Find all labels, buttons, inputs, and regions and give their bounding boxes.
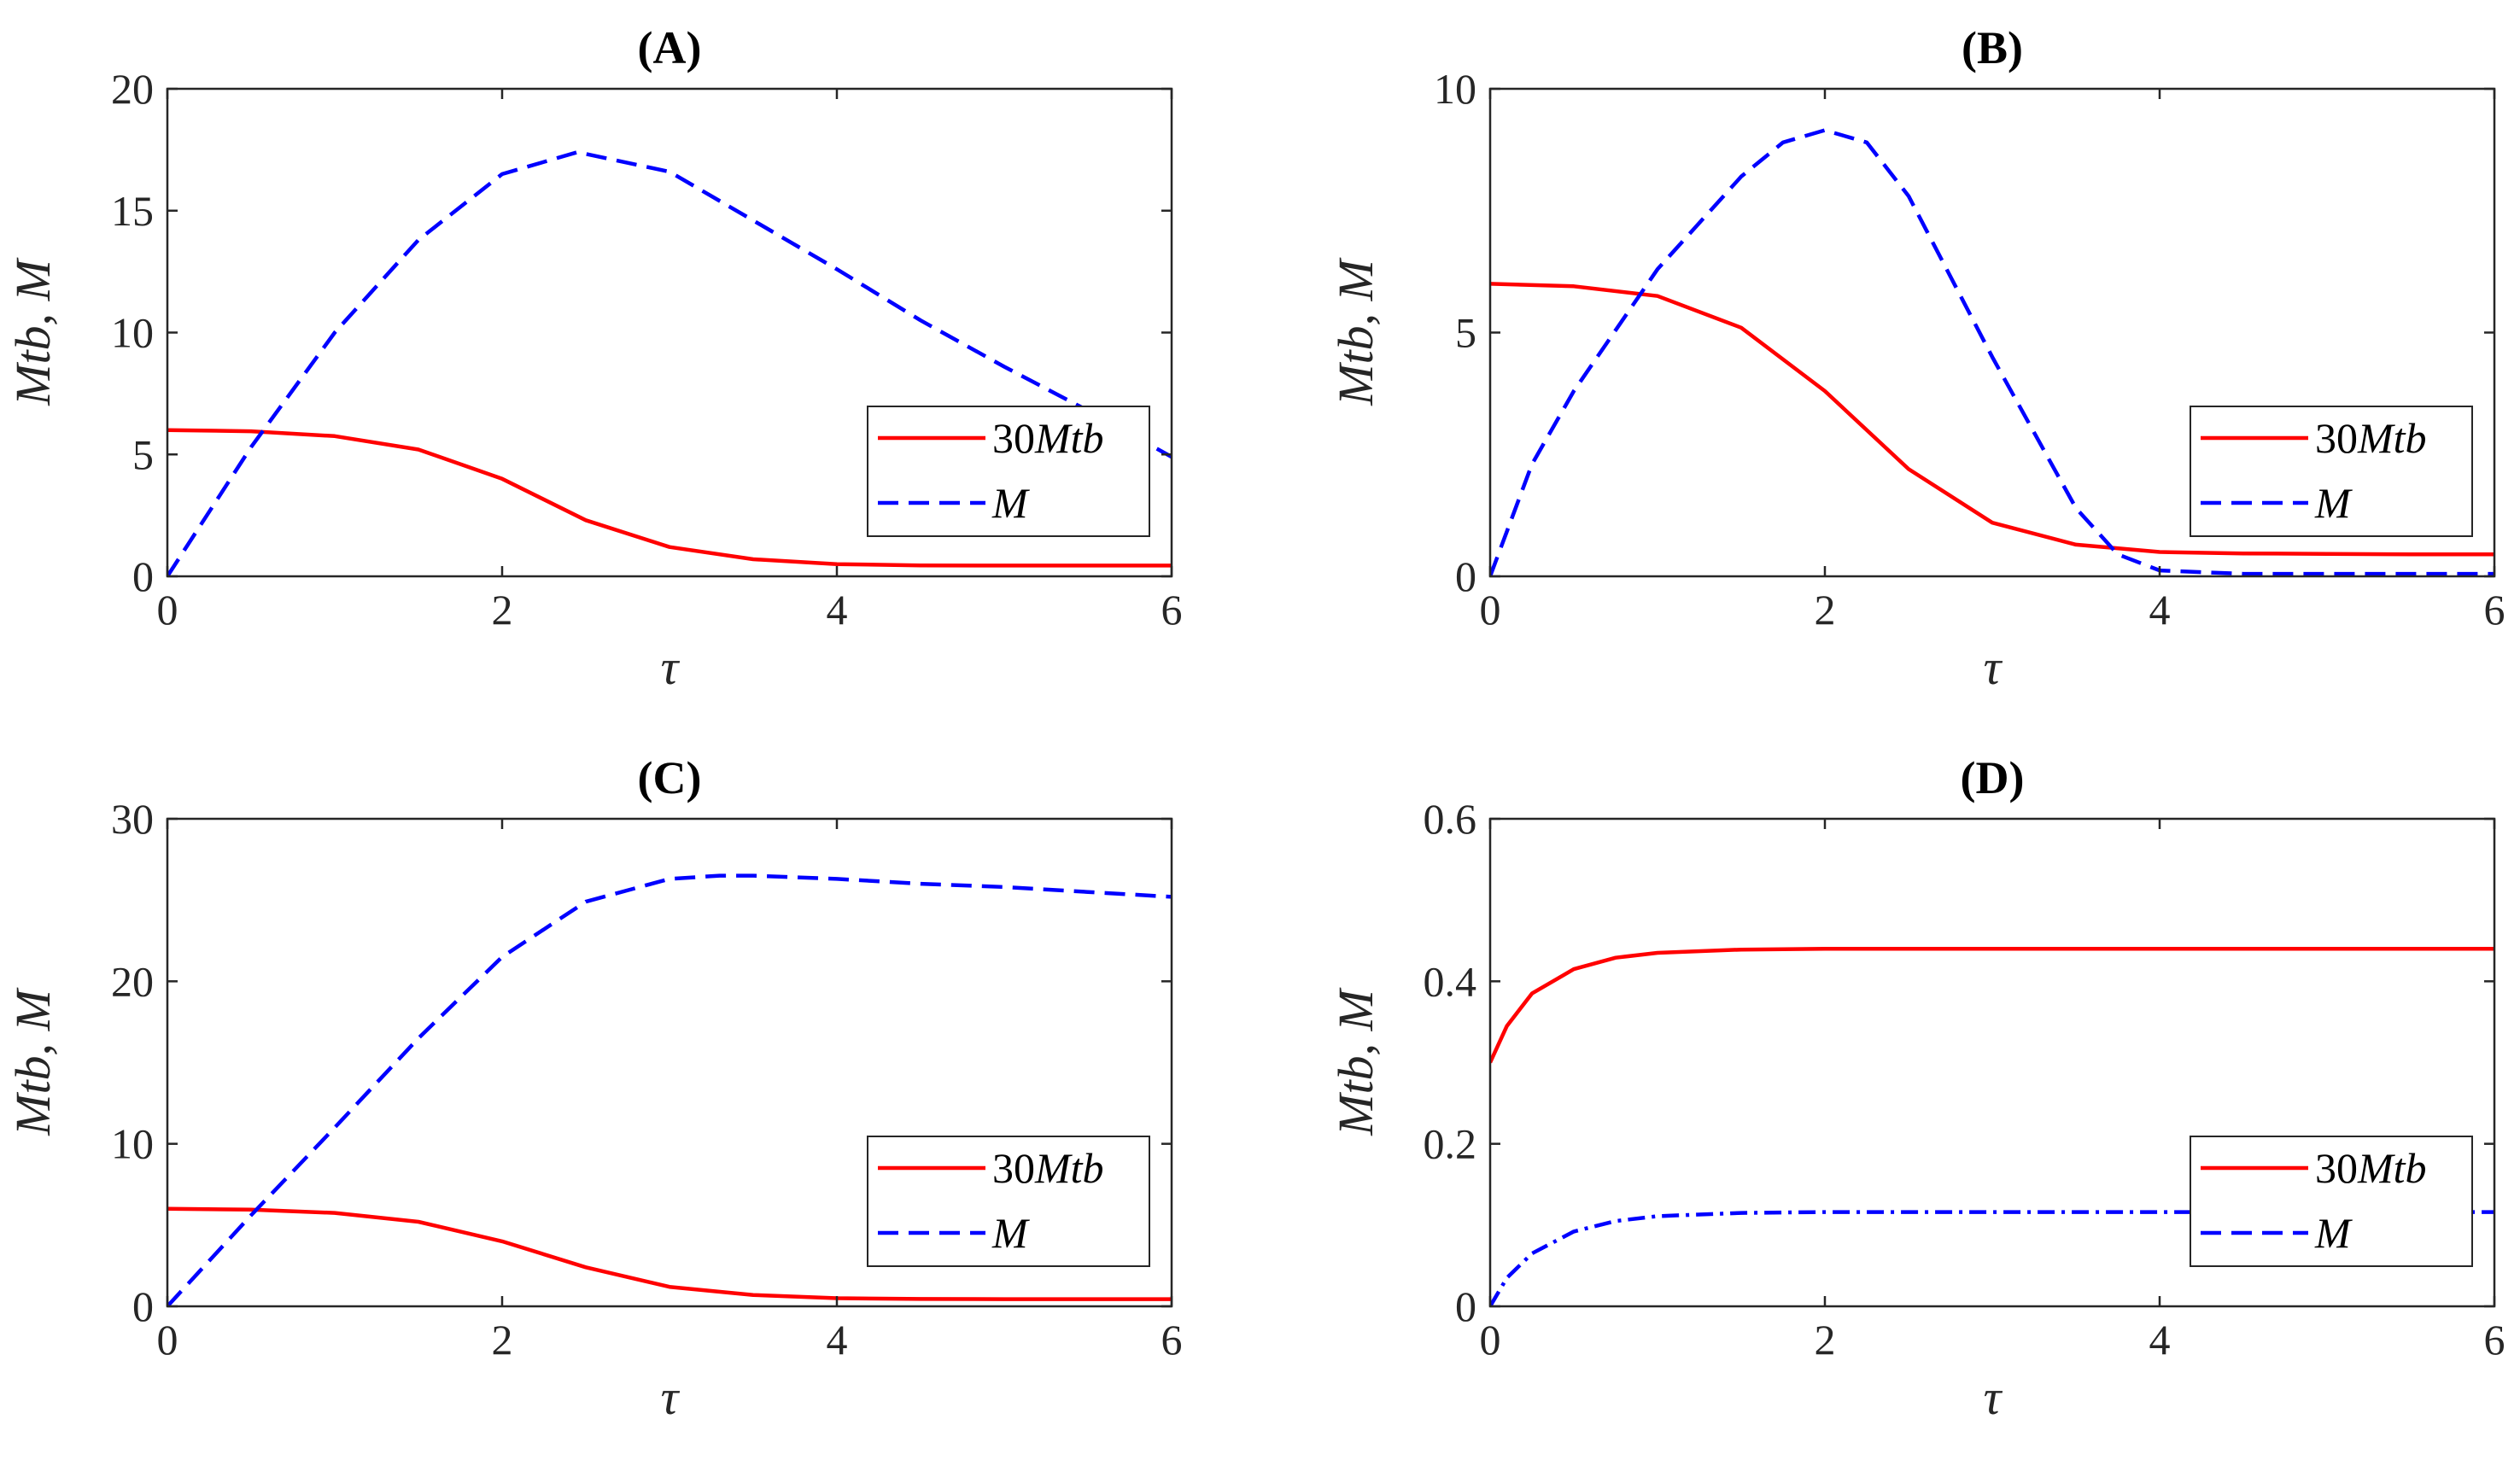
panel-0-ytick-label-0: 0 <box>132 552 154 600</box>
panel-3-series-0-line <box>1490 947 2494 1064</box>
panel-1-series-0-line <box>1490 282 2494 557</box>
panel-2-legend-label-0: 30Mtb <box>992 1144 1104 1192</box>
panel-3-legend-label-1: M <box>2314 1209 2353 1257</box>
panel-1-legend-label-0: 30Mtb <box>2315 414 2427 462</box>
panel-1-legend: 30Mtb M <box>2190 406 2473 537</box>
panel-1-legend-box <box>2190 406 2473 537</box>
panel-2-xtick-label-1: 2 <box>492 1316 513 1364</box>
panel-1-ylabel: Mtb, M <box>1328 257 1383 406</box>
panel-2-series-1-line <box>167 873 1172 1306</box>
panel-1-xtick-label-2: 4 <box>2149 586 2171 634</box>
panel-2-ytick-label-3: 30 <box>111 795 154 843</box>
panel-1-xlabel: τ <box>1984 639 2003 695</box>
panel-3-ylabel: Mtb, M <box>1328 987 1383 1136</box>
panel-3-xtick-label-2: 4 <box>2149 1316 2171 1364</box>
panel-1: 0 2 4 6 0 5 10 (B) τ Mtb, M 30Mtb M <box>1328 22 2505 695</box>
panel-0-xtick-label-3: 6 <box>1161 586 1183 634</box>
panel-3-axes-box <box>1488 817 2496 1308</box>
panel-2-axes-box <box>166 817 1173 1308</box>
panel-0-ytick-label-2: 10 <box>111 309 154 357</box>
panel-0-ylabel: Mtb, M <box>5 257 61 406</box>
panel-1-ytick-label-0: 0 <box>1455 552 1476 600</box>
panel-0-ytick-label-3: 15 <box>111 187 154 235</box>
panel-1-series-1-line <box>1490 128 2494 576</box>
panel-0-ytick-label-1: 5 <box>132 430 154 478</box>
panel-2-title: (C) <box>638 752 702 803</box>
panel-0-legend-label-1: M <box>991 479 1030 527</box>
panel-0-legend-box <box>867 406 1150 537</box>
panel-3-legend-label-0: 30Mtb <box>2315 1144 2427 1192</box>
panel-2: 0 2 4 6 0 10 20 30 (C) τ Mtb, M 30Mtb M <box>5 752 1183 1425</box>
panel-3-legend-box <box>2190 1136 2473 1267</box>
panel-2-xtick-label-3: 6 <box>1161 1316 1183 1364</box>
panel-3-xtick-label-3: 6 <box>2484 1316 2505 1364</box>
panel-3-series-1-line <box>1490 1210 2494 1306</box>
panel-0-series-0-line <box>167 428 1172 568</box>
panel-3-legend: 30Mtb M <box>2190 1136 2473 1267</box>
panel-1-xtick-label-1: 2 <box>1815 586 1836 634</box>
panel-0-xtick-label-0: 0 <box>157 586 178 634</box>
panel-3-ytick-label-1: 0.2 <box>1424 1120 1477 1168</box>
panel-1-xtick-label-3: 6 <box>2484 586 2505 634</box>
panel-2-xtick-label-0: 0 <box>157 1316 178 1364</box>
panel-2-ytick-label-0: 0 <box>132 1282 154 1330</box>
panel-3-ytick-label-0: 0 <box>1455 1282 1476 1330</box>
panel-0-legend-label-0: 30Mtb <box>992 414 1104 462</box>
panel-3-ytick-label-2: 0.4 <box>1424 957 1477 1005</box>
panel-0-xtick-label-1: 2 <box>492 586 513 634</box>
panel-0-xtick-label-2: 4 <box>827 586 848 634</box>
panel-1-xtick-label-0: 0 <box>1480 586 1501 634</box>
panel-0: 0 2 4 6 0 5 10 15 20 (A) τ Mtb, M 30Mtb M <box>5 22 1183 695</box>
panel-3-ytick-label-3: 0.6 <box>1424 795 1477 843</box>
panel-0-series-1-line <box>167 149 1172 576</box>
panel-1-title: (B) <box>1962 22 2023 73</box>
panel-2-xlabel: τ <box>661 1369 681 1425</box>
panel-2-legend-box <box>867 1136 1150 1267</box>
panel-2-xtick-label-2: 4 <box>827 1316 848 1364</box>
panel-2-legend: 30Mtb M <box>867 1136 1150 1267</box>
panel-1-legend-label-1: M <box>2314 479 2353 527</box>
panel-2-ytick-label-1: 10 <box>111 1120 154 1168</box>
panel-3-title: (D) <box>1961 752 2025 803</box>
panel-0-ytick-label-4: 20 <box>111 65 154 113</box>
panel-0-xlabel: τ <box>661 639 681 695</box>
panel-1-ytick-label-2: 10 <box>1434 65 1476 113</box>
panel-2-series-0-line <box>167 1206 1172 1301</box>
panel-0-title: (A) <box>638 22 702 73</box>
panel-3-xtick-label-0: 0 <box>1480 1316 1501 1364</box>
panel-3-xtick-label-1: 2 <box>1815 1316 1836 1364</box>
panel-0-legend: 30Mtb M <box>867 406 1150 537</box>
panel-3: 0 2 4 6 0 0.2 0.4 0.6 (D) τ Mtb, M 30Mtb M <box>1328 752 2505 1425</box>
panel-2-ylabel: Mtb, M <box>5 987 61 1136</box>
panel-2-ytick-label-2: 20 <box>111 957 154 1005</box>
panel-3-xlabel: τ <box>1984 1369 2003 1425</box>
panel-2-legend-label-1: M <box>991 1209 1030 1257</box>
panel-1-ytick-label-1: 5 <box>1455 309 1476 357</box>
